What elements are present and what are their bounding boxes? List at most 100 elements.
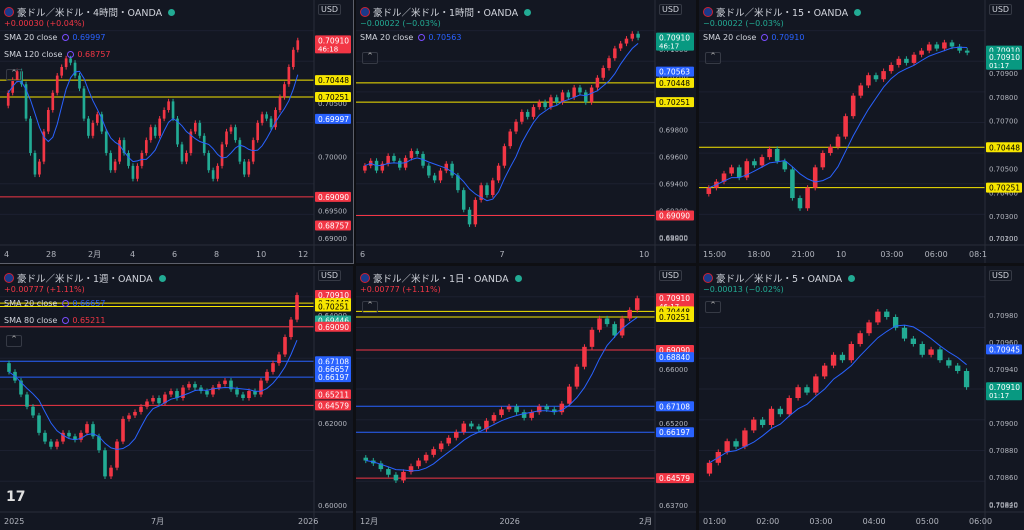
chart-pane-p6[interactable]: 0.709800.709600.709400.709200.709000.708… bbox=[699, 266, 1024, 530]
chart-pane-p1[interactable]: 0.710000.705000.700000.695000.690004282月… bbox=[0, 0, 354, 264]
candle-body bbox=[278, 97, 282, 110]
candle-body bbox=[25, 394, 29, 407]
candle-body bbox=[24, 84, 28, 119]
candle-body bbox=[55, 441, 59, 447]
symbol-header[interactable]: 豪ドル／米ドル・15・OANDA bbox=[703, 5, 862, 19]
symbol-header[interactable]: 豪ドル／米ドル・5・OANDA bbox=[703, 271, 856, 285]
candle-body bbox=[627, 309, 632, 319]
price-tick-label: 0.69000 bbox=[659, 234, 688, 242]
collapse-legend-icon[interactable]: ⌃ bbox=[705, 52, 721, 64]
candle-body bbox=[91, 424, 95, 437]
candle-body bbox=[901, 327, 908, 339]
chart-pane-p3[interactable]: 0.710000.709000.708000.707000.706000.705… bbox=[699, 0, 1024, 263]
sma-label: SMA 20 close bbox=[360, 33, 414, 42]
sma-label: SMA 20 close bbox=[4, 33, 58, 42]
candle-body bbox=[122, 140, 126, 153]
candle-body bbox=[145, 401, 149, 407]
candle-body bbox=[202, 135, 206, 153]
candle-body bbox=[78, 75, 81, 89]
candle-body bbox=[963, 371, 970, 388]
candle-body bbox=[506, 406, 512, 410]
indicator-settings-icon[interactable] bbox=[62, 317, 70, 324]
sma-legend[interactable]: SMA 20 close 0.70910 bbox=[703, 33, 804, 42]
time-tick-label: 10 bbox=[256, 250, 266, 259]
price-change: +0.00777 (+1.11%) bbox=[4, 285, 85, 294]
currency-selector[interactable]: USD bbox=[989, 4, 1013, 15]
candle-body bbox=[386, 155, 390, 164]
price-tick-label: 0.70400 bbox=[989, 189, 1018, 197]
candle-body bbox=[73, 436, 77, 440]
price-tick-label: 0.70100 bbox=[989, 235, 1018, 243]
candle-body bbox=[269, 118, 273, 128]
symbol-header[interactable]: 豪ドル／米ドル・4時間・OANDA bbox=[4, 5, 176, 19]
candle-body bbox=[521, 412, 527, 418]
price-tick-label: 0.70200 bbox=[659, 73, 688, 81]
candle-body bbox=[804, 387, 810, 393]
collapse-legend-icon[interactable]: ⌃ bbox=[362, 52, 378, 64]
price-tick-label: 0.70700 bbox=[989, 118, 1018, 126]
sma-legend[interactable]: SMA 20 close 0.66657 bbox=[4, 299, 105, 308]
time-tick-label: 03:00 bbox=[809, 517, 832, 526]
collapse-legend-icon[interactable]: ⌃ bbox=[362, 301, 378, 313]
chart-pane-p5[interactable]: 0.680000.660000.652000.644000.6370012月20… bbox=[356, 266, 696, 530]
price-label: 0.70448 bbox=[659, 307, 690, 316]
candle-body bbox=[438, 443, 444, 450]
symbol-header[interactable]: 豪ドル／米ドル・1日・OANDA bbox=[360, 271, 522, 285]
candle-body bbox=[136, 165, 139, 179]
indicator-settings-icon[interactable] bbox=[62, 34, 70, 41]
time-tick-label: 7月 bbox=[151, 517, 164, 526]
candle-body bbox=[363, 165, 367, 171]
chart-pane-p4[interactable]: 0.640000.620000.6000020257月20260.709104d… bbox=[0, 266, 353, 530]
symbol-title: 豪ドル／米ドル・4時間・OANDA bbox=[17, 8, 163, 19]
candle-body bbox=[157, 398, 161, 404]
candle-body bbox=[706, 462, 713, 474]
candle-body bbox=[618, 43, 623, 49]
currency-selector[interactable]: USD bbox=[318, 270, 342, 281]
currency-selector[interactable]: USD bbox=[318, 4, 342, 15]
price-tick-label: 0.70000 bbox=[318, 154, 347, 162]
price-label-bg bbox=[315, 92, 351, 103]
symbol-header[interactable]: 豪ドル／米ドル・1時間・OANDA bbox=[360, 5, 532, 19]
sma-legend[interactable]: SMA 20 close 0.69997 bbox=[4, 33, 105, 42]
currency-selector[interactable]: USD bbox=[659, 4, 683, 15]
collapse-legend-icon[interactable]: ⌃ bbox=[6, 69, 22, 81]
market-open-icon bbox=[168, 8, 176, 16]
candle-body bbox=[774, 148, 780, 162]
candle-body bbox=[95, 114, 99, 123]
indicator-settings-icon[interactable] bbox=[418, 34, 426, 41]
countdown-label: 46:17 bbox=[659, 43, 679, 51]
sma-legend[interactable]: SMA 80 close 0.65211 bbox=[4, 316, 105, 325]
collapse-legend-icon[interactable]: ⌃ bbox=[705, 301, 721, 313]
price-label-bg bbox=[315, 220, 351, 231]
candle-body bbox=[91, 122, 95, 136]
candle-body bbox=[567, 386, 572, 404]
price-tick-label: 0.63700 bbox=[659, 502, 688, 510]
candle-body bbox=[597, 318, 602, 330]
indicator-settings-icon[interactable] bbox=[67, 51, 75, 58]
time-tick-label: 05:00 bbox=[916, 517, 939, 526]
candle-body bbox=[61, 432, 65, 442]
chart-pane-p2[interactable]: 0.710000.702000.700000.698000.696000.694… bbox=[356, 0, 696, 263]
candle-body bbox=[473, 199, 478, 225]
candle-body bbox=[502, 146, 507, 166]
candle-body bbox=[104, 131, 108, 153]
price-label: 0.69090 bbox=[318, 193, 349, 202]
chart-svg: 0.710000.709000.708000.707000.706000.705… bbox=[699, 0, 1024, 263]
sma-legend[interactable]: SMA 20 close 0.70563 bbox=[360, 33, 461, 42]
currency-selector[interactable]: USD bbox=[659, 270, 683, 281]
collapse-legend-icon[interactable]: ⌃ bbox=[6, 335, 22, 347]
candle-body bbox=[242, 161, 246, 175]
candle-body bbox=[211, 170, 215, 179]
currency-selector[interactable]: USD bbox=[989, 270, 1013, 281]
time-tick-label: 2026 bbox=[500, 517, 520, 526]
candle-body bbox=[559, 403, 565, 413]
symbol-header[interactable]: 豪ドル／米ドル・1週・OANDA bbox=[4, 271, 166, 285]
price-label-bg bbox=[986, 142, 1022, 153]
price-label-bg bbox=[986, 51, 1022, 70]
indicator-settings-icon[interactable] bbox=[761, 34, 769, 41]
price-label: 0.70448 bbox=[989, 143, 1020, 152]
price-label: 0.70910 bbox=[989, 383, 1020, 392]
indicator-settings-icon[interactable] bbox=[62, 300, 70, 307]
sma-legend[interactable]: SMA 120 close 0.68757 bbox=[4, 50, 111, 59]
price-label-bg bbox=[315, 400, 351, 411]
